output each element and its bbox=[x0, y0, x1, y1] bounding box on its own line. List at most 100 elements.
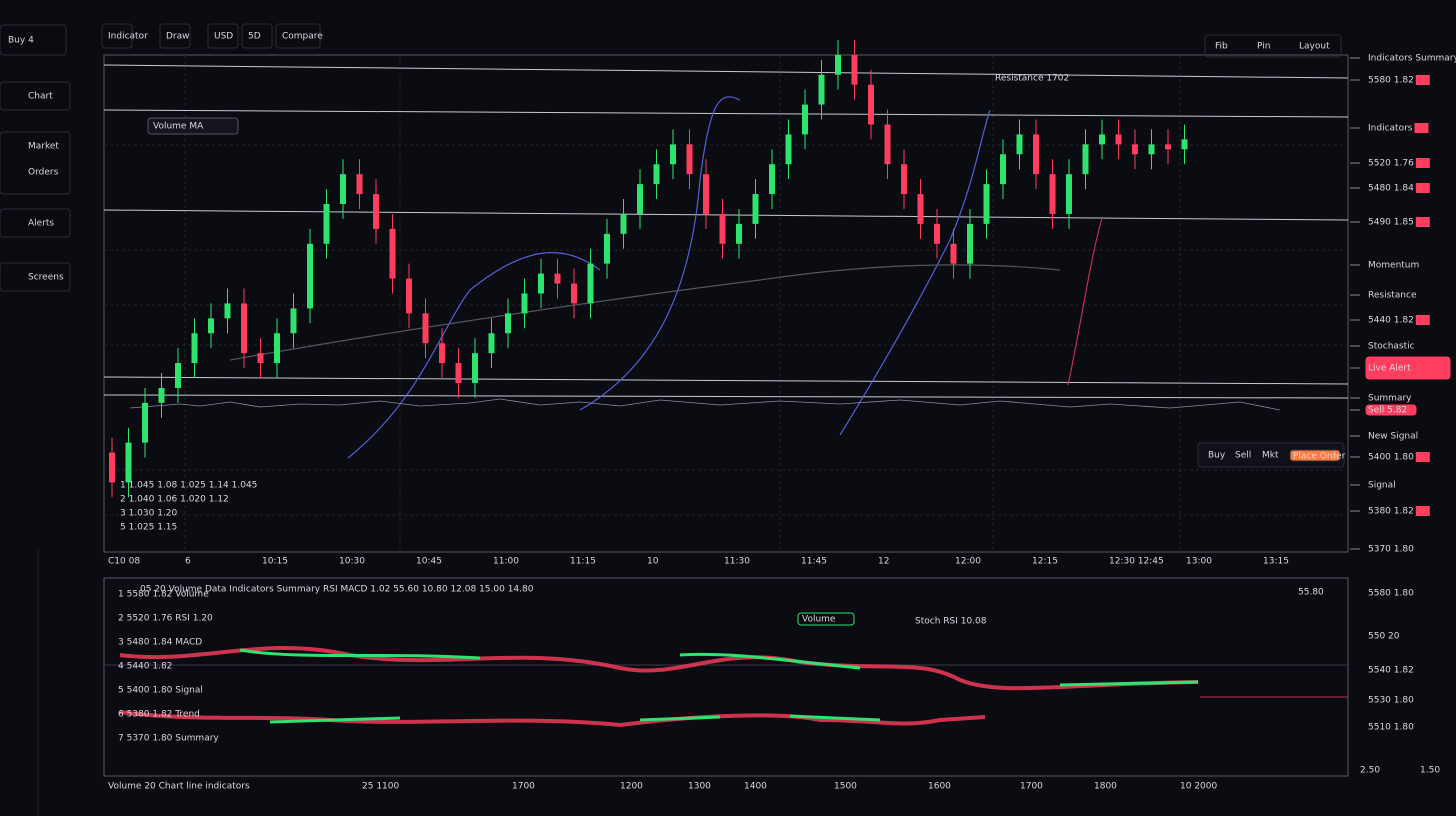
sidebar-label: Buy 4 bbox=[8, 36, 34, 46]
toolbar-group bbox=[1204, 34, 1342, 58]
lower-row: 4 5440 1.82 bbox=[118, 662, 172, 672]
time-label: 13:15 bbox=[1263, 557, 1289, 567]
time-label: 11:00 bbox=[493, 557, 519, 567]
toolbar-button[interactable] bbox=[275, 23, 321, 49]
lower-legend-label: Volume bbox=[802, 615, 836, 625]
candle-body bbox=[1115, 134, 1122, 145]
footer-label: 1700 bbox=[1020, 782, 1043, 792]
candle-body bbox=[389, 228, 396, 279]
candle-body bbox=[307, 243, 313, 309]
price-badge bbox=[1415, 452, 1430, 462]
price-label: Sell 5.82 bbox=[1368, 406, 1407, 416]
alert-box[interactable] bbox=[1365, 404, 1417, 416]
sidebar-button[interactable] bbox=[0, 24, 67, 56]
footer-label: 1800 bbox=[1094, 782, 1117, 792]
time-label: 11:30 bbox=[724, 557, 750, 567]
lower-row: 6 5380 1.82 Trend bbox=[118, 710, 200, 720]
time-label: 10:15 bbox=[262, 557, 288, 567]
price-label: Stochastic bbox=[1368, 342, 1415, 352]
time-label: 12:30 12:45 bbox=[1109, 557, 1164, 567]
toolbar-label: 5D bbox=[248, 32, 261, 42]
candle-body bbox=[373, 194, 379, 229]
time-label: 10:30 bbox=[339, 557, 365, 567]
time-label: C10 08 bbox=[108, 557, 140, 567]
footer-label: 1.50 bbox=[1420, 766, 1440, 776]
price-label: 5490 1.85 bbox=[1368, 218, 1414, 228]
price-label: 5380 1.82 bbox=[1368, 507, 1414, 517]
price-label: 5580 1.82 bbox=[1368, 76, 1414, 86]
time-label: 10 bbox=[647, 557, 659, 567]
candle-body bbox=[257, 353, 264, 364]
toolbar-button[interactable] bbox=[159, 23, 191, 49]
candle-body bbox=[1049, 174, 1056, 214]
candle-body bbox=[1066, 174, 1072, 214]
candle-body bbox=[274, 333, 280, 364]
price-badge bbox=[1415, 217, 1430, 227]
candle-body bbox=[1000, 154, 1006, 185]
time-label: 11:15 bbox=[570, 557, 596, 567]
candle-body bbox=[323, 204, 330, 244]
candle-body bbox=[620, 213, 627, 234]
price-label: Resistance bbox=[1368, 291, 1417, 301]
legend-box[interactable] bbox=[147, 117, 239, 135]
toolbar-button[interactable] bbox=[241, 23, 273, 49]
toolbar-button[interactable] bbox=[207, 23, 239, 49]
candle-body bbox=[901, 164, 907, 195]
candle-body bbox=[653, 164, 660, 185]
candle-body bbox=[835, 54, 841, 75]
lower-value: 55.80 bbox=[1298, 588, 1324, 598]
toolbar-label[interactable]: Pin bbox=[1257, 42, 1270, 52]
price-label: Indicators Summary bbox=[1368, 54, 1456, 64]
legend-row: 3 1.030 1.20 bbox=[120, 509, 178, 519]
candle-body bbox=[191, 333, 198, 364]
grid bbox=[104, 55, 1348, 552]
sidebar-label: Market bbox=[28, 142, 59, 152]
price-label: New Signal bbox=[1368, 432, 1418, 442]
lower-axis-label: 5510 1.80 bbox=[1368, 723, 1414, 733]
candle-body bbox=[884, 124, 891, 165]
price-label: Live Alert bbox=[1368, 364, 1411, 374]
candle-body bbox=[983, 184, 990, 224]
candle-body bbox=[1148, 144, 1155, 155]
order-button[interactable] bbox=[1289, 449, 1341, 462]
lower-row: 3 5480 1.84 MACD bbox=[118, 638, 202, 648]
toolbar-button[interactable] bbox=[101, 23, 133, 49]
candle-body bbox=[736, 223, 742, 244]
price-label: 5520 1.76 bbox=[1368, 159, 1414, 169]
ribbon bbox=[269, 714, 881, 724]
time-label: 13:00 bbox=[1186, 557, 1212, 567]
legend-row: 1 1.045 1.08 1.025 1.14 1.045 bbox=[120, 481, 257, 491]
candle-body bbox=[488, 333, 495, 354]
sidebar-label: Orders bbox=[28, 168, 59, 178]
candle-body bbox=[934, 223, 940, 244]
trend-lines bbox=[103, 64, 1349, 399]
candle-body bbox=[439, 343, 445, 364]
legend-row: 5 1.025 1.15 bbox=[120, 523, 177, 533]
lower-legend[interactable] bbox=[797, 612, 855, 626]
footer-label: 25 1100 bbox=[362, 782, 399, 792]
order-buy[interactable]: Buy bbox=[1208, 451, 1226, 461]
sidebar-button[interactable] bbox=[0, 131, 71, 195]
toolbar-label[interactable]: Fib bbox=[1215, 42, 1228, 52]
sidebar-button[interactable] bbox=[0, 81, 71, 111]
time-label: 6 bbox=[185, 557, 191, 567]
lower-header: 05 20 Volume Data Indicators Summary RSI… bbox=[140, 585, 534, 595]
toolbar-label: Compare bbox=[282, 32, 323, 42]
toolbar-label: Draw bbox=[166, 32, 190, 42]
candle-body bbox=[818, 74, 825, 105]
candle-body bbox=[505, 313, 511, 334]
price-badge bbox=[1415, 75, 1430, 85]
alert-box[interactable] bbox=[1365, 356, 1451, 380]
legend-label: Volume MA bbox=[153, 122, 204, 132]
sidebar-button[interactable] bbox=[0, 208, 71, 238]
sidebar-button[interactable] bbox=[0, 262, 71, 292]
candle-body bbox=[422, 313, 429, 344]
price-badge bbox=[1415, 506, 1430, 516]
toolbar-label[interactable]: Layout bbox=[1299, 42, 1330, 52]
candle-body bbox=[571, 283, 577, 304]
indicator-curves bbox=[229, 96, 1103, 459]
toolbar-label: Indicator bbox=[108, 32, 148, 42]
order-sell[interactable]: Sell bbox=[1235, 451, 1251, 461]
price-label: 5370 1.80 bbox=[1368, 545, 1414, 555]
